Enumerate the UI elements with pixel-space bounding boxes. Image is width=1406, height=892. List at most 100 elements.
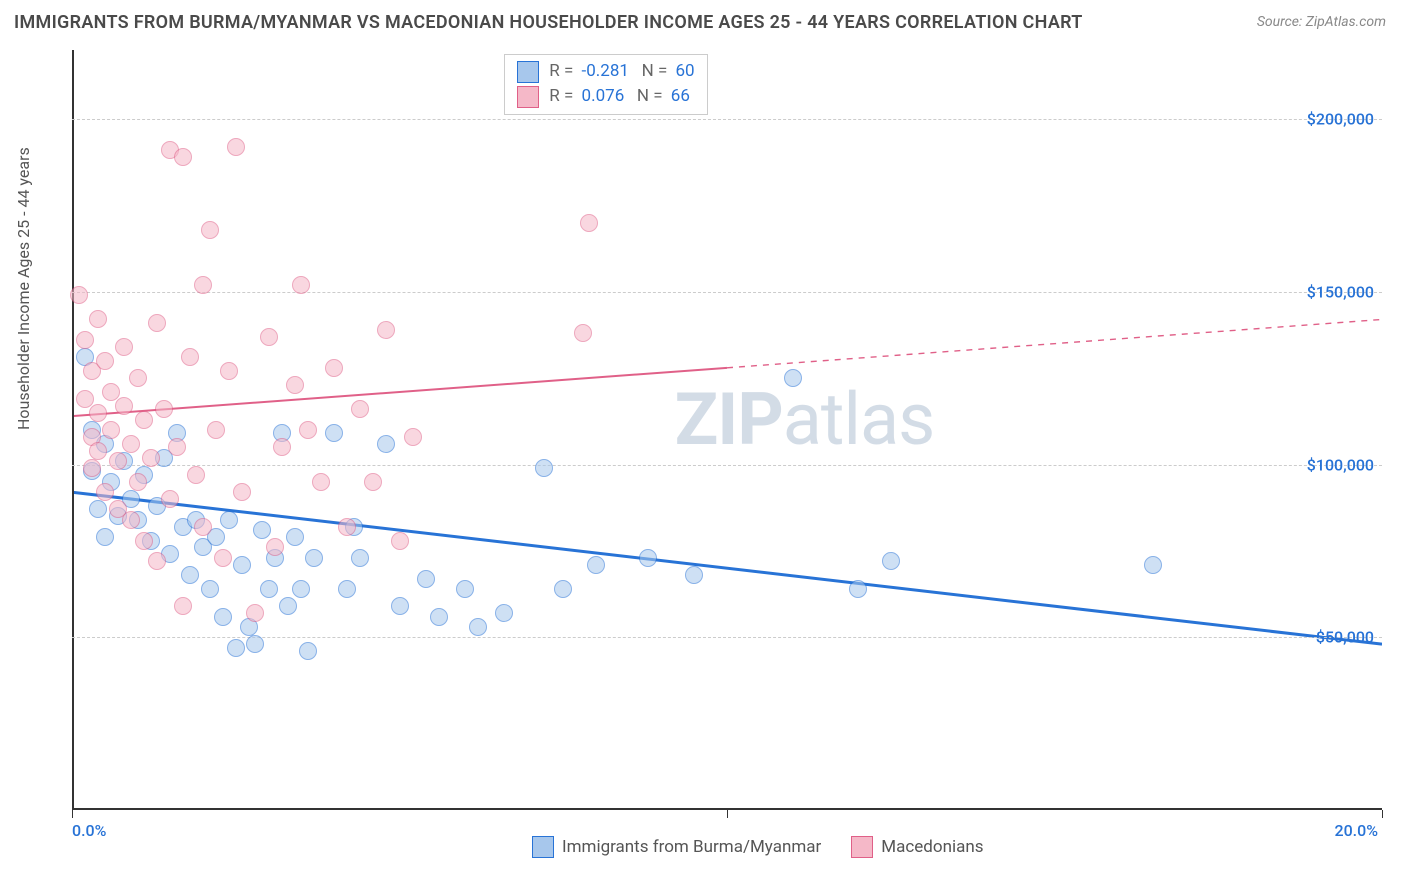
data-point (174, 597, 192, 615)
data-point (417, 570, 435, 588)
data-point (129, 473, 147, 491)
data-point (639, 549, 657, 567)
data-point (214, 549, 232, 567)
legend-item: Macedonians (851, 836, 983, 858)
data-point (109, 452, 127, 470)
data-point (495, 604, 513, 622)
data-point (338, 580, 356, 598)
data-point (135, 532, 153, 550)
legend-swatch (532, 836, 554, 858)
data-point (253, 521, 271, 539)
data-point (174, 148, 192, 166)
watermark-bold: ZIP (675, 377, 783, 462)
data-point (83, 459, 101, 477)
data-point (89, 404, 107, 422)
data-point (266, 538, 284, 556)
correlation-legend: R = -0.281 N = 60R = 0.076 N = 66 (504, 54, 707, 115)
data-point (96, 528, 114, 546)
data-point (377, 435, 395, 453)
chart-title: IMMIGRANTS FROM BURMA/MYANMAR VS MACEDON… (14, 12, 1083, 33)
trend-line-dashed (727, 319, 1382, 367)
x-tick (72, 810, 73, 818)
data-point (187, 466, 205, 484)
data-point (292, 580, 310, 598)
data-point (587, 556, 605, 574)
data-point (201, 580, 219, 598)
data-point (194, 276, 212, 294)
data-point (161, 490, 179, 508)
data-point (554, 580, 572, 598)
x-tick (727, 810, 728, 818)
data-point (364, 473, 382, 491)
data-point (227, 138, 245, 156)
data-point (233, 556, 251, 574)
legend-stat: R = 0.076 N = 66 (549, 84, 690, 110)
data-point (220, 362, 238, 380)
x-tick (1382, 810, 1383, 818)
data-point (580, 214, 598, 232)
data-point (685, 566, 703, 584)
legend-swatch (517, 61, 539, 83)
data-point (456, 580, 474, 598)
legend-stat: R = -0.281 N = 60 (549, 59, 694, 85)
data-point (220, 511, 238, 529)
data-point (142, 449, 160, 467)
data-point (299, 421, 317, 439)
data-point (312, 473, 330, 491)
gridline (72, 465, 1382, 466)
data-point (148, 552, 166, 570)
data-point (430, 608, 448, 626)
data-point (260, 328, 278, 346)
data-point (325, 359, 343, 377)
data-point (246, 604, 264, 622)
data-point (96, 352, 114, 370)
data-point (849, 580, 867, 598)
data-point (404, 428, 422, 446)
data-point (784, 369, 802, 387)
watermark: ZIPatlas (675, 377, 935, 462)
data-point (273, 438, 291, 456)
legend-row: R = -0.281 N = 60 (517, 59, 694, 85)
gridline (72, 292, 1382, 293)
data-point (325, 424, 343, 442)
gridline (72, 637, 1382, 638)
trend-line-solid (72, 492, 1382, 644)
data-point (535, 459, 553, 477)
data-point (207, 421, 225, 439)
data-point (246, 635, 264, 653)
data-point (201, 221, 219, 239)
data-point (260, 580, 278, 598)
data-point (129, 369, 147, 387)
scatter-chart: ZIPatlas $50,000$100,000$150,000$200,000… (72, 50, 1382, 810)
data-point (292, 276, 310, 294)
trend-lines (72, 50, 1382, 810)
data-point (122, 435, 140, 453)
data-point (469, 618, 487, 636)
legend-row: R = 0.076 N = 66 (517, 84, 694, 110)
data-point (76, 331, 94, 349)
y-axis-line (72, 50, 74, 810)
data-point (391, 532, 409, 550)
data-point (155, 400, 173, 418)
legend-label: Immigrants from Burma/Myanmar (562, 837, 821, 857)
y-tick-label: $50,000 (1316, 628, 1374, 647)
data-point (377, 321, 395, 339)
data-point (181, 566, 199, 584)
data-point (351, 400, 369, 418)
series-legend: Immigrants from Burma/Myanmar Macedonians (532, 836, 984, 858)
data-point (391, 597, 409, 615)
legend-item: Immigrants from Burma/Myanmar (532, 836, 821, 858)
data-point (96, 483, 114, 501)
data-point (89, 442, 107, 460)
legend-swatch (851, 836, 873, 858)
data-point (214, 608, 232, 626)
watermark-light: atlas (783, 377, 935, 462)
y-axis-label: Householder Income Ages 25 - 44 years (14, 147, 33, 430)
data-point (122, 511, 140, 529)
data-point (89, 310, 107, 328)
data-point (115, 397, 133, 415)
legend-swatch (517, 86, 539, 108)
legend-label: Macedonians (881, 837, 983, 857)
data-point (305, 549, 323, 567)
y-tick-label: $150,000 (1307, 282, 1374, 301)
